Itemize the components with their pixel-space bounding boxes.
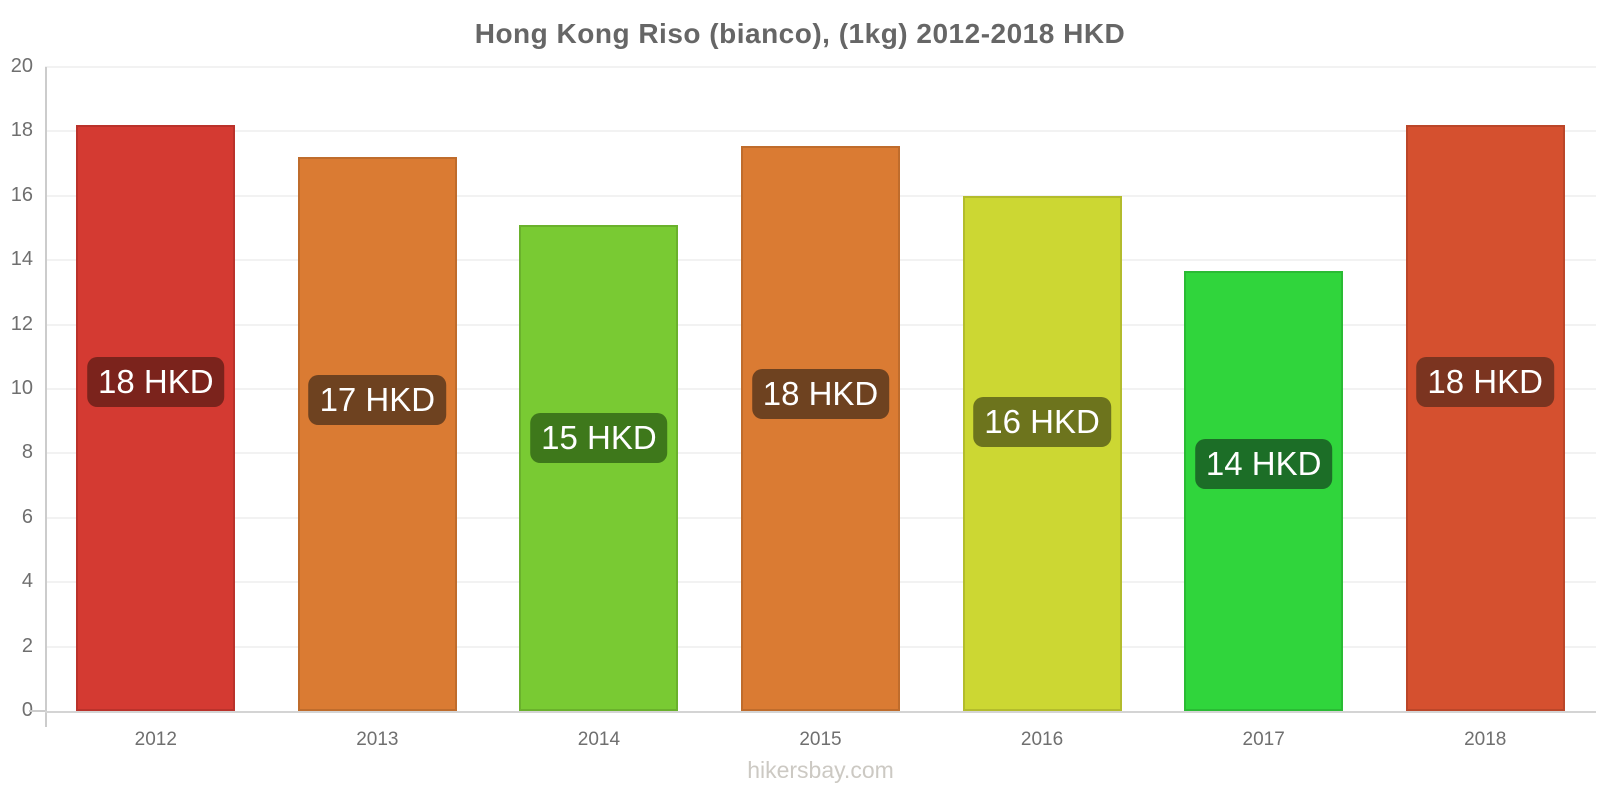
x-axis-label-2015: 2015 (799, 729, 842, 750)
y-axis-tick-label-10: 10 (10, 377, 33, 400)
bar-2017: 14 HKD (1184, 271, 1344, 711)
x-axis-label-2017: 2017 (1242, 729, 1285, 750)
y-axis-tick-label-2: 2 (21, 634, 33, 657)
bar-value-label-2015: 18 HKD (751, 368, 890, 419)
y-axis-tick-label-8: 8 (21, 441, 33, 464)
y-axis-tick-label-6: 6 (21, 505, 33, 528)
bar-2013: 17 HKD (297, 157, 457, 711)
bar-value-label-2016: 16 HKD (973, 396, 1111, 447)
chart-title: Hong Kong Riso (bianco), (1kg) 2012-2018… (474, 18, 1126, 49)
y-axis-tick-label-12: 12 (10, 312, 33, 335)
gridline-20 (45, 66, 1596, 68)
y-axis-tick-label-16: 16 (10, 183, 33, 206)
x-axis-label-2018: 2018 (1464, 729, 1507, 750)
bar-value-label-2014: 15 HKD (530, 412, 668, 463)
y-axis-line (45, 67, 47, 727)
x-axis-label-2013: 2013 (356, 729, 399, 750)
x-axis-baseline (45, 711, 1596, 713)
x-axis-label-2016: 2016 (1020, 729, 1064, 750)
bar-2014: 15 HKD (519, 224, 679, 711)
bar-value-label-2012: 18 HKD (87, 356, 225, 407)
bar-2012: 18 HKD (76, 124, 236, 711)
x-axis-zero-tick (29, 710, 45, 712)
y-axis-tick-label-0: 0 (21, 699, 33, 722)
bar-2016: 16 HKD (962, 195, 1122, 711)
y-axis-tick-label-14: 14 (10, 248, 33, 271)
y-axis-tick-label-20: 20 (10, 55, 33, 78)
bar-value-label-2017: 14 HKD (1194, 439, 1333, 490)
y-axis-tick-label-18: 18 (10, 119, 33, 142)
x-axis-label-2012: 2012 (134, 729, 177, 750)
gridline-18 (45, 130, 1596, 133)
bar-2018: 18 HKD (1405, 124, 1565, 711)
footer-watermark: hikersbay.com (747, 757, 894, 783)
bar-2015: 18 HKD (741, 145, 900, 711)
bar-value-label-2018: 18 HKD (1416, 356, 1554, 407)
x-axis-label-2014: 2014 (577, 729, 621, 750)
bar-value-label-2013: 17 HKD (308, 374, 447, 425)
y-axis-tick-label-4: 4 (21, 570, 33, 593)
